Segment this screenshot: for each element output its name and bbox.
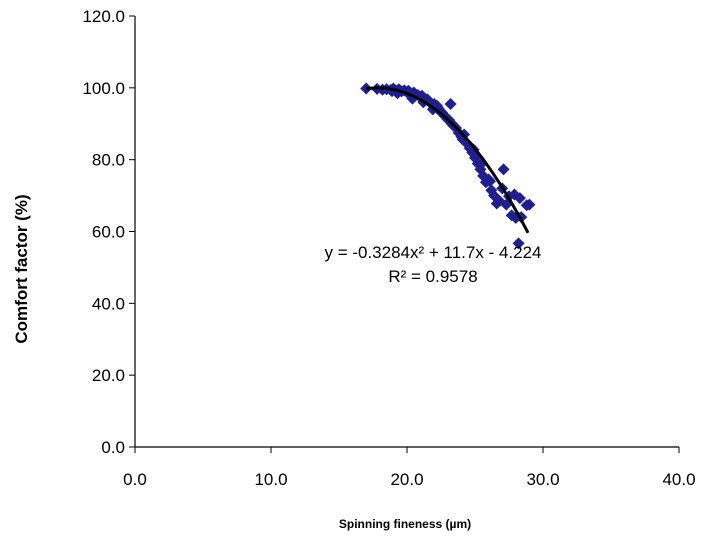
- data-point: [513, 192, 526, 205]
- data-point: [497, 163, 510, 176]
- y-axis-title: Comfort factor (%): [12, 194, 31, 343]
- x-tick-label: 20.0: [390, 470, 423, 489]
- y-tick-label: 80.0: [92, 151, 125, 170]
- data-point: [523, 198, 536, 211]
- x-axis-title: Spinning fineness (µm): [339, 517, 471, 531]
- y-tick-label: 100.0: [82, 79, 125, 98]
- y-tick-label: 60.0: [92, 223, 125, 242]
- y-tick-label: 0.0: [101, 438, 125, 457]
- data-point: [444, 97, 457, 110]
- data-point: [512, 237, 525, 250]
- x-tick-label: 10.0: [254, 470, 287, 489]
- data-points: [360, 82, 536, 250]
- x-tick-label: 40.0: [662, 470, 695, 489]
- trendline: [366, 86, 530, 234]
- trendline-equation: y = -0.3284x² + 11.7x - 4.224: [324, 243, 541, 262]
- trendline-r-squared: R² = 0.9578: [388, 267, 477, 286]
- data-point: [500, 198, 513, 211]
- y-tick-label: 20.0: [92, 366, 125, 385]
- data-point: [483, 175, 496, 188]
- axes: 0.0 20.0 40.0 60.0 80.0 100.0 120.0 0.0 10.0 20.0…: [82, 7, 695, 489]
- y-tick-label: 120.0: [82, 7, 125, 26]
- x-tick-label: 0.0: [123, 470, 147, 489]
- x-tick-label: 30.0: [526, 470, 559, 489]
- y-tick-label: 40.0: [92, 294, 125, 313]
